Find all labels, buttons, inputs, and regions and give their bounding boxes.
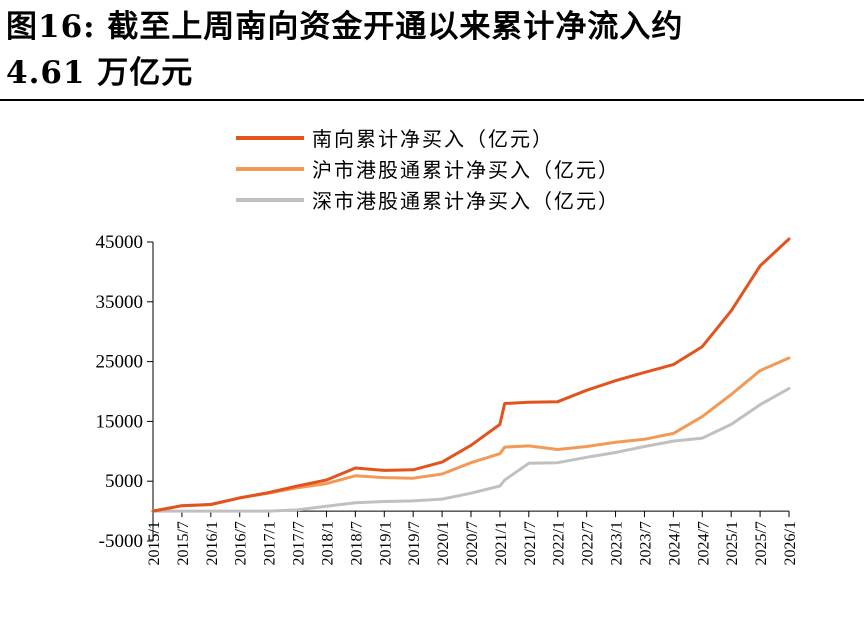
legend-label-southbound: 南向累计净买入（亿元） (312, 127, 554, 151)
x-tick-label: 2022/1 (551, 521, 568, 565)
x-tick-label: 2018/1 (319, 521, 336, 565)
y-tick-label: 15000 (96, 411, 144, 432)
series-line-shanghai-connect (151, 356, 791, 513)
x-tick-label: 2020/7 (464, 521, 481, 565)
legend-label-shanghai-connect: 沪市港股通累计净买入（亿元） (312, 158, 620, 182)
x-tick-label: 2017/7 (291, 521, 308, 565)
x-tick-label: 2021/1 (493, 521, 510, 565)
legend-swatch-southbound (236, 135, 304, 140)
figure-title-line-1: 图16: 截至上周南向资金开通以来累计净流入约 (6, 9, 684, 45)
y-tick-label: 25000 (96, 352, 144, 373)
x-tick-label: 2019/7 (406, 521, 423, 565)
x-tick-label: 2019/1 (377, 521, 394, 565)
x-tick-label: 2026/1 (782, 521, 799, 565)
x-tick-label: 2023/7 (637, 521, 654, 565)
x-tick-label: 2023/1 (609, 521, 626, 565)
x-tick-label: 2024/7 (695, 521, 712, 565)
x-tick-label: 2021/7 (522, 521, 539, 565)
x-tick-label: 2022/7 (580, 521, 597, 565)
legend-item-shanghai-connect: 沪市港股通累计净买入（亿元） (236, 153, 620, 184)
x-tick-label: 2016/7 (233, 521, 250, 565)
x-tick-label: 2017/1 (262, 521, 279, 565)
legend-swatch-shanghai-connect (236, 166, 304, 171)
y-tick-label: 45000 (96, 232, 144, 253)
x-tick-label: 2025/7 (753, 521, 770, 565)
x-tick-label: 2020/1 (435, 521, 452, 565)
series-line-shenzhen-connect (151, 387, 791, 513)
title-divider (0, 99, 864, 101)
figure-title-line-2: 4.61 万亿元 (6, 55, 194, 91)
series-line-southbound (151, 237, 791, 513)
legend-item-southbound: 南向累计净买入（亿元） (236, 122, 620, 153)
figure-title: 图16: 截至上周南向资金开通以来累计净流入约 4.61 万亿元 (6, 4, 862, 96)
y-tick-label: 35000 (96, 292, 144, 313)
legend-item-shenzhen-connect: 深市港股通累计净买入（亿元） (236, 184, 620, 215)
x-tick-label: 2025/1 (724, 521, 741, 565)
x-tick-label: 2015/1 (146, 521, 163, 565)
x-tick-label: 2024/1 (666, 521, 683, 565)
chart-legend: 南向累计净买入（亿元） 沪市港股通累计净买入（亿元） 深市港股通累计净买入（亿元… (236, 122, 620, 215)
legend-label-shenzhen-connect: 深市港股通累计净买入（亿元） (312, 189, 620, 213)
x-tick-label: 2016/1 (204, 521, 221, 565)
y-tick-label: 5000 (105, 471, 143, 492)
legend-swatch-shenzhen-connect (236, 197, 304, 202)
x-tick-label: 2015/7 (175, 521, 192, 565)
y-tick-label: -5000 (99, 531, 143, 552)
x-tick-label: 2018/7 (348, 521, 365, 565)
